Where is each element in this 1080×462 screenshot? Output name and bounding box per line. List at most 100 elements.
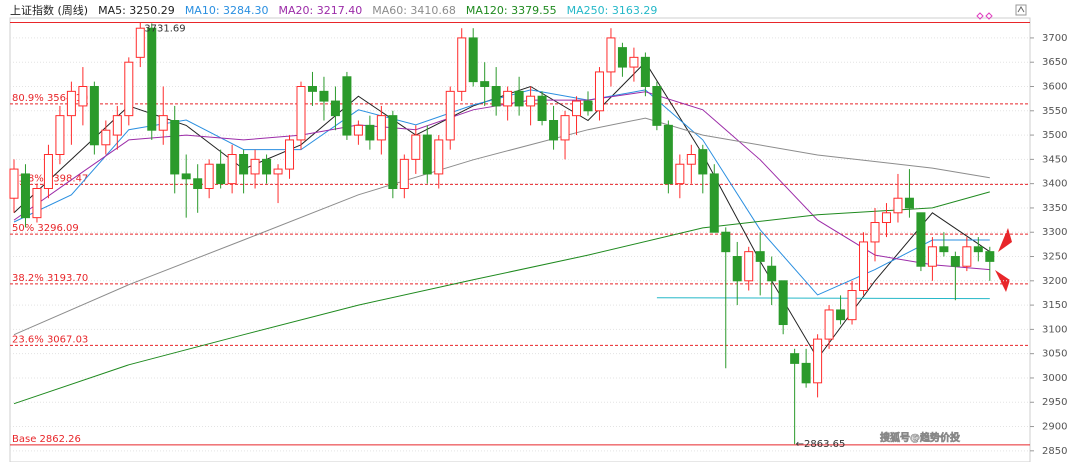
y-tick-label: 3400: [1042, 179, 1067, 190]
candle-body: [709, 173, 719, 233]
candle-body: [686, 154, 696, 165]
y-tick-label: 3700: [1042, 33, 1067, 44]
candle-body: [101, 129, 111, 146]
candle-body: [549, 119, 559, 141]
legend: 上证指数 (周线) MA5: 3250.29 MA10: 3284.30 MA20:…: [0, 0, 1080, 20]
candle-body: [216, 163, 226, 185]
candle-body: [801, 362, 811, 384]
candle-body: [158, 115, 168, 131]
ma-line: [13, 117, 990, 336]
down-arrow: [995, 270, 1010, 292]
candle-body: [330, 100, 340, 117]
legend-entry: MA20: 3217.40: [278, 3, 363, 17]
candle-body: [353, 124, 363, 136]
candle-body: [537, 95, 547, 121]
chart-title: 上证指数 (周线): [10, 4, 89, 17]
scroll-box: [1015, 4, 1027, 16]
candle-body: [675, 163, 685, 185]
candle-body: [307, 85, 317, 92]
candle-body: [399, 158, 409, 190]
legend-entry: MA5: 3250.29: [98, 3, 175, 17]
candle-body: [790, 353, 800, 364]
candle-body: [824, 309, 834, 340]
candle-body: [43, 154, 53, 190]
y-tick-label: 3350: [1042, 203, 1067, 214]
candle-body: [250, 158, 260, 175]
level-label: 23.6% 3067.03: [12, 334, 88, 345]
y-tick-label: 3250: [1042, 252, 1067, 263]
candle-body: [572, 100, 582, 117]
legend-entry: MA250: 3163.29: [566, 3, 658, 17]
candle-body: [55, 115, 65, 156]
candle-body: [422, 134, 432, 175]
candle-body: [9, 168, 19, 199]
candle-body: [285, 139, 295, 170]
candle-body: [973, 246, 983, 253]
candle-body: [514, 90, 524, 107]
candle-body: [881, 212, 891, 224]
candle-body: [457, 37, 467, 92]
candle-body: [813, 338, 823, 384]
candle-body: [950, 256, 960, 267]
candle-body: [147, 27, 157, 131]
candle-body: [480, 81, 490, 87]
candle-body: [273, 168, 283, 175]
candle-body: [227, 154, 237, 185]
y-tick-label: 3600: [1042, 81, 1067, 92]
candle-body: [170, 119, 180, 175]
candle-body: [744, 251, 754, 282]
y-tick-label: 2900: [1042, 422, 1067, 433]
legend-entry: MA60: 3410.68: [372, 3, 456, 17]
level-label: 80.9% 3564.19: [12, 93, 88, 104]
y-tick-label: 3300: [1042, 227, 1067, 238]
candle-body: [836, 309, 846, 321]
candle-body: [434, 139, 444, 175]
candle-body: [778, 280, 788, 326]
candle-body: [135, 27, 145, 58]
candle-body: [652, 85, 662, 126]
y-tick-label: 2850: [1042, 446, 1067, 457]
candle-body: [962, 246, 972, 267]
candle-body: [204, 163, 214, 190]
candle-body: [239, 154, 249, 175]
candle-body: [193, 178, 203, 190]
level-label: Base 2862.26: [12, 434, 81, 445]
candle-body: [66, 90, 76, 117]
candle-body: [755, 251, 765, 262]
candle-body: [89, 85, 99, 146]
candle-body: [262, 158, 272, 175]
candle-body: [721, 231, 731, 253]
candle-body: [732, 256, 742, 282]
candle-body: [365, 124, 375, 141]
candle-body: [78, 85, 88, 107]
y-tick-label: 3500: [1042, 130, 1067, 141]
candle-body: [985, 251, 995, 262]
y-tick-label: 3550: [1042, 106, 1067, 117]
candle-body: [859, 241, 869, 292]
candle-body: [124, 61, 134, 117]
legend-entry: MA120: 3379.55: [465, 3, 557, 17]
level-label: 50% 3296.09: [12, 223, 79, 234]
y-tick-label: 3650: [1042, 57, 1067, 68]
candle-body: [296, 85, 306, 141]
candle-body: [870, 222, 880, 243]
annotation: ←2863.65: [796, 439, 846, 450]
candle-body: [20, 173, 30, 219]
marker-icons: [976, 12, 993, 20]
candle-body: [376, 115, 386, 141]
y-tick-label: 2950: [1042, 397, 1067, 408]
candle-body: [411, 134, 421, 160]
candle-body: [181, 173, 191, 180]
candle-body: [916, 212, 926, 267]
candle-body: [32, 188, 42, 219]
scroll-arrow: [1017, 6, 1025, 13]
candle-body: [526, 95, 536, 107]
candle-body: [319, 90, 329, 102]
candle-body: [767, 265, 777, 282]
y-tick-label: 3100: [1042, 324, 1067, 335]
candle-body: [445, 90, 455, 141]
candle-body: [112, 115, 122, 136]
candle-body: [594, 71, 604, 112]
candle-body: [342, 76, 352, 136]
